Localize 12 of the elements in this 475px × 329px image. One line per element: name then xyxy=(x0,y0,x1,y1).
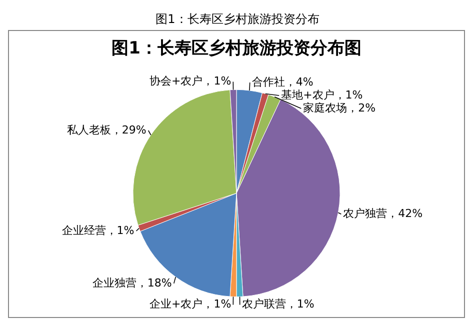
slice-label: 合作社，4% xyxy=(252,75,314,88)
slice-label: 协会+农户，1% xyxy=(149,74,232,88)
slice-label: 基地+农户，1% xyxy=(281,88,363,102)
slice-label: 企业独营，18% xyxy=(92,276,172,290)
slice-label: 农户独营，42% xyxy=(343,206,423,220)
slice-label: 私人老板，29% xyxy=(66,123,146,136)
slice-label: 家庭农场，2% xyxy=(303,101,376,114)
chart-title: 图1：长寿区乡村旅游投资分布图 xyxy=(112,38,362,59)
slice-label: 企业经营，1% xyxy=(62,224,134,237)
slice-label: 农户联营，1% xyxy=(242,298,314,311)
caption: 图1：长寿区乡村旅游投资分布 xyxy=(154,11,320,28)
slice-label: 企业+农户，1% xyxy=(149,298,232,311)
